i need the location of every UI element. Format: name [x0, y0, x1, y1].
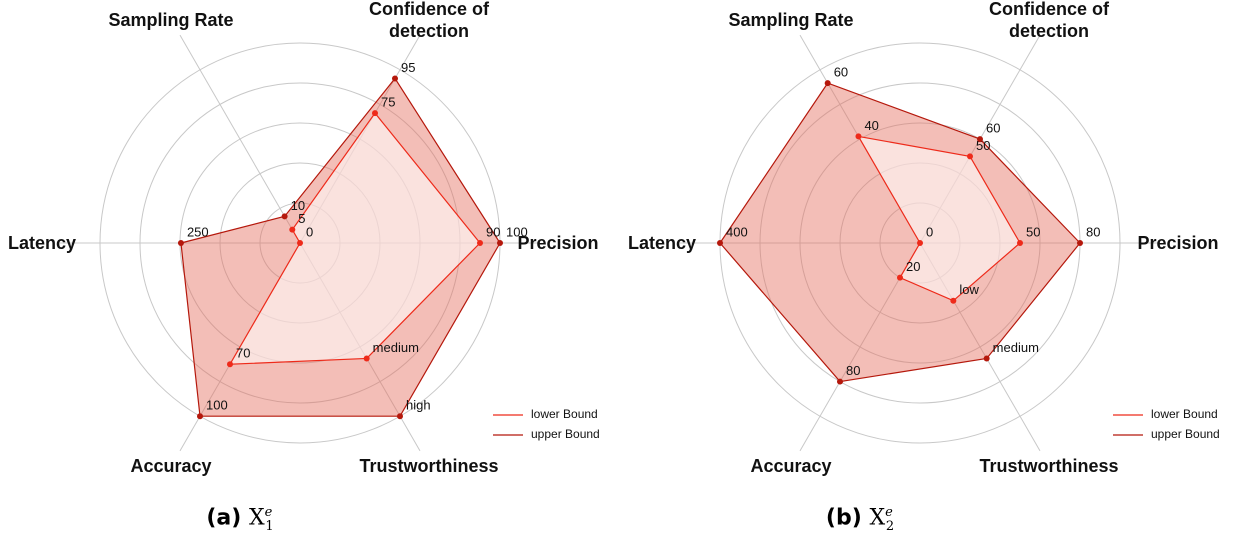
axis-label: Precision [517, 233, 599, 253]
caption-part: 2 [885, 518, 895, 534]
legend-label: upper Bound [1151, 427, 1220, 441]
value-label: 95 [401, 60, 415, 75]
axis-label: Confidence of detection [989, 0, 1109, 41]
axis-label: Precision [1137, 233, 1219, 253]
value-label: 0 [306, 224, 313, 239]
caption-part: e [264, 505, 273, 520]
caption-part: (a) [206, 505, 242, 531]
data-point [497, 240, 503, 246]
data-point [397, 413, 403, 420]
data-point [917, 240, 923, 246]
data-point [967, 153, 973, 160]
value-label: 0 [926, 224, 933, 239]
axis-label: Accuracy [750, 456, 832, 477]
data-point [281, 213, 288, 220]
legend-label: lower Bound [1151, 407, 1218, 421]
value-label: 60 [986, 121, 1000, 136]
value-label: low [959, 282, 979, 297]
value-label: 80 [846, 363, 860, 378]
data-point [950, 297, 957, 304]
caption-part: X [248, 505, 265, 531]
value-label: 40 [864, 118, 878, 133]
axis-label: Confidence of detection [369, 0, 489, 41]
data-point [227, 361, 233, 368]
value-label: 100 [206, 398, 228, 413]
value-label: 400 [726, 224, 748, 239]
value-label: 50 [1026, 224, 1040, 239]
caption-part: 1 [265, 518, 274, 534]
axis-spoke [179, 34, 301, 244]
data-point [392, 75, 398, 82]
caption-part: e [885, 505, 893, 520]
data-point [289, 226, 296, 233]
data-point [297, 240, 303, 246]
value-label: 80 [1086, 224, 1100, 239]
axis-label: Accuracy [130, 456, 212, 477]
data-point [372, 110, 378, 117]
data-point [855, 133, 862, 140]
value-label: 90 [486, 224, 500, 239]
value-label: 10 [291, 198, 305, 213]
data-point [824, 80, 831, 87]
data-point [983, 355, 990, 362]
value-label: 60 [834, 65, 848, 80]
data-point [837, 378, 843, 385]
value-label: high [406, 398, 431, 413]
data-point [477, 240, 483, 246]
legend-label: lower Bound [531, 407, 598, 421]
axis-label: Trustworthiness [979, 456, 1119, 477]
data-point [1017, 240, 1023, 246]
axis-label: Sampling Rate [108, 9, 234, 30]
axis-label: Trustworthiness [359, 456, 499, 477]
data-point [177, 240, 184, 246]
axis-label: Sampling Rate [728, 9, 854, 30]
value-label: 5 [298, 211, 305, 226]
caption: (b) Xe2 [760, 505, 960, 534]
caption-part: (b) [825, 505, 862, 531]
axis-label: Latency [627, 233, 697, 253]
data-point [717, 240, 723, 246]
value-label: 250 [187, 224, 209, 239]
value-label: medium [993, 340, 1039, 355]
caption-part: X [869, 505, 886, 531]
data-point [897, 274, 903, 281]
data-point [363, 355, 370, 362]
legend-label: upper Bound [531, 427, 600, 441]
value-label: 70 [236, 346, 250, 361]
value-label: medium [373, 340, 419, 355]
caption: (a) Xe1 [140, 505, 340, 534]
value-label: 75 [381, 95, 395, 110]
data-point [1077, 240, 1083, 246]
value-label: 100 [506, 224, 528, 239]
value-label: 20 [906, 259, 920, 274]
data-point [197, 413, 203, 420]
data-point [977, 136, 983, 143]
axis-label: Latency [7, 233, 77, 253]
